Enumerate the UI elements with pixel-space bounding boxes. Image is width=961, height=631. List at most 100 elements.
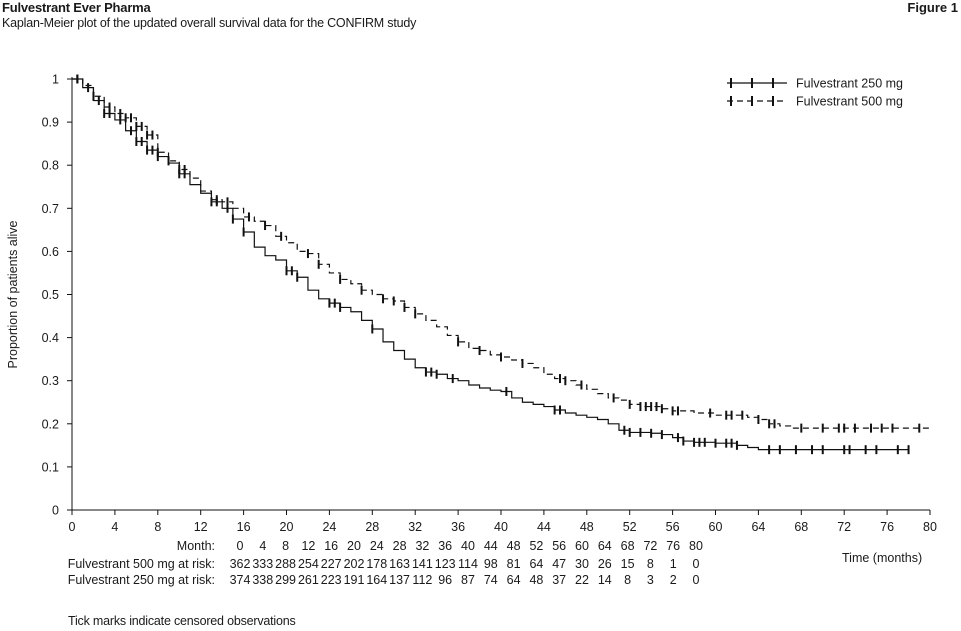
x-tick-label: 72 bbox=[837, 520, 851, 534]
at-risk-month: 56 bbox=[552, 539, 566, 553]
at-risk-value-500mg: 123 bbox=[435, 557, 456, 571]
survival-curve-500mg bbox=[72, 78, 930, 429]
at-risk-month: 28 bbox=[393, 539, 407, 553]
at-risk-month: 64 bbox=[598, 539, 612, 553]
x-tick-label: 8 bbox=[154, 520, 161, 534]
at-risk-month: 68 bbox=[621, 539, 635, 553]
footnote: Tick marks indicate censored observation… bbox=[68, 614, 296, 628]
x-tick-label: 32 bbox=[408, 520, 422, 534]
at-risk-value-250mg: 3 bbox=[647, 573, 654, 587]
y-tick-label: 0.1 bbox=[42, 460, 59, 474]
at-risk-month: 4 bbox=[259, 539, 266, 553]
at-risk-value-500mg: 98 bbox=[484, 557, 498, 571]
at-risk-month: 48 bbox=[507, 539, 521, 553]
x-tick-label: 4 bbox=[111, 520, 118, 534]
at-risk-month: 60 bbox=[575, 539, 589, 553]
x-tick-label: 44 bbox=[537, 520, 551, 534]
at-risk-value-250mg: 14 bbox=[598, 573, 612, 587]
at-risk-value-500mg: 202 bbox=[344, 557, 365, 571]
y-tick-label: 0.8 bbox=[42, 159, 59, 173]
at-risk-label-500mg: Fulvestrant 500 mg at risk: bbox=[68, 557, 215, 571]
chart-subtitle: Kaplan-Meier plot of the updated overall… bbox=[2, 16, 417, 30]
at-risk-value-250mg: 2 bbox=[670, 573, 677, 587]
x-tick-label: 40 bbox=[494, 520, 508, 534]
at-risk-value-500mg: 47 bbox=[552, 557, 566, 571]
at-risk-month: 52 bbox=[529, 539, 543, 553]
at-risk-value-250mg: 112 bbox=[412, 573, 432, 587]
at-risk-value-250mg: 8 bbox=[624, 573, 631, 587]
legend-label-250mg: Fulvestrant 250 mg bbox=[796, 77, 903, 91]
survival-curve-250mg bbox=[72, 78, 909, 451]
x-tick-label: 64 bbox=[751, 520, 765, 534]
at-risk-month: 40 bbox=[461, 539, 475, 553]
at-risk-value-250mg: 0 bbox=[693, 573, 700, 587]
at-risk-month: 16 bbox=[324, 539, 338, 553]
x-tick-label: 48 bbox=[580, 520, 594, 534]
at-risk-value-500mg: 362 bbox=[230, 557, 251, 571]
at-risk-value-500mg: 8 bbox=[647, 557, 654, 571]
at-risk-value-500mg: 26 bbox=[598, 557, 612, 571]
at-risk-value-250mg: 64 bbox=[507, 573, 521, 587]
at-risk-value-500mg: 163 bbox=[389, 557, 410, 571]
x-tick-label: 0 bbox=[69, 520, 76, 534]
at-risk-row-label: Month: bbox=[177, 539, 215, 553]
y-tick-label: 0.9 bbox=[42, 116, 59, 130]
x-tick-label: 52 bbox=[623, 520, 637, 534]
y-tick-label: 0.6 bbox=[42, 245, 59, 259]
at-risk-value-500mg: 333 bbox=[252, 557, 273, 571]
x-tick-label: 60 bbox=[709, 520, 723, 534]
at-risk-value-250mg: 37 bbox=[552, 573, 566, 587]
y-tick-label: 0.5 bbox=[42, 288, 59, 302]
x-axis-label: Time (months) bbox=[842, 551, 922, 565]
at-risk-value-250mg: 223 bbox=[321, 573, 342, 587]
at-risk-value-500mg: 288 bbox=[275, 557, 296, 571]
x-tick-label: 36 bbox=[451, 520, 465, 534]
x-tick-label: 20 bbox=[280, 520, 294, 534]
at-risk-value-250mg: 137 bbox=[389, 573, 410, 587]
x-tick-label: 16 bbox=[237, 520, 251, 534]
y-tick-label: 0.2 bbox=[42, 417, 59, 431]
x-tick-label: 56 bbox=[666, 520, 680, 534]
at-risk-month: 76 bbox=[666, 539, 680, 553]
at-risk-value-500mg: 254 bbox=[298, 557, 319, 571]
x-tick-label: 12 bbox=[194, 520, 208, 534]
at-risk-value-500mg: 64 bbox=[529, 557, 543, 571]
x-tick-label: 24 bbox=[322, 520, 336, 534]
document-title: Fulvestrant Ever Pharma bbox=[2, 0, 151, 15]
at-risk-value-500mg: 30 bbox=[575, 557, 589, 571]
at-risk-month: 72 bbox=[643, 539, 657, 553]
y-tick-label: 0.7 bbox=[42, 202, 59, 216]
at-risk-value-500mg: 141 bbox=[412, 557, 433, 571]
at-risk-month: 32 bbox=[415, 539, 429, 553]
legend-label-500mg: Fulvestrant 500 mg bbox=[796, 95, 903, 109]
x-tick-label: 68 bbox=[794, 520, 808, 534]
at-risk-value-500mg: 227 bbox=[321, 557, 342, 571]
at-risk-month: 0 bbox=[237, 539, 244, 553]
x-tick-label: 28 bbox=[365, 520, 379, 534]
at-risk-value-250mg: 299 bbox=[275, 573, 296, 587]
at-risk-value-250mg: 96 bbox=[438, 573, 452, 587]
at-risk-value-250mg: 48 bbox=[529, 573, 543, 587]
at-risk-value-250mg: 191 bbox=[344, 573, 365, 587]
y-tick-label: 0.4 bbox=[42, 331, 59, 345]
at-risk-month: 12 bbox=[301, 539, 315, 553]
at-risk-month: 80 bbox=[689, 539, 703, 553]
figure-label: Figure 1 bbox=[907, 0, 958, 15]
at-risk-month: 24 bbox=[370, 539, 384, 553]
at-risk-value-500mg: 114 bbox=[458, 557, 478, 571]
y-tick-label: 1 bbox=[52, 73, 59, 87]
at-risk-value-250mg: 74 bbox=[484, 573, 498, 587]
x-tick-label: 80 bbox=[923, 520, 937, 534]
at-risk-value-500mg: 81 bbox=[507, 557, 521, 571]
x-tick-label: 76 bbox=[880, 520, 894, 534]
at-risk-value-250mg: 261 bbox=[298, 573, 319, 587]
at-risk-month: 36 bbox=[438, 539, 452, 553]
at-risk-value-250mg: 374 bbox=[230, 573, 251, 587]
at-risk-label-250mg: Fulvestrant 250 mg at risk: bbox=[68, 573, 215, 587]
y-axis-label: Proportion of patients alive bbox=[6, 220, 20, 368]
at-risk-value-500mg: 15 bbox=[621, 557, 635, 571]
at-risk-value-250mg: 87 bbox=[461, 573, 475, 587]
at-risk-value-500mg: 1 bbox=[670, 557, 677, 571]
at-risk-value-500mg: 178 bbox=[366, 557, 387, 571]
